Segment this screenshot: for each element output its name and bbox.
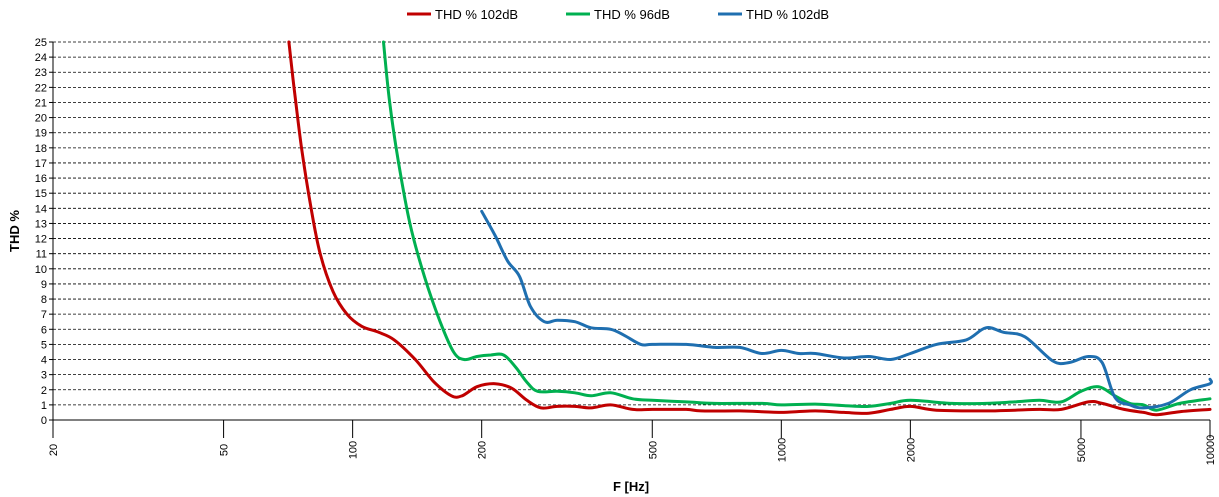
legend: THD % 102dB THD % 96dB THD % 102dB <box>407 7 829 22</box>
y-tick-label: 3 <box>41 370 47 382</box>
x-tick-label: 1000 <box>776 438 788 462</box>
y-tick-label: 0 <box>41 415 47 427</box>
y-tick-label: 2 <box>41 385 47 397</box>
y-tick-label: 20 <box>35 113 47 125</box>
y-tick-label: 7 <box>41 309 47 321</box>
y-tick-label: 18 <box>35 143 47 155</box>
x-tick-label: 10000 <box>1205 435 1217 466</box>
y-tick-label: 4 <box>41 355 47 367</box>
y-tick-label: 14 <box>35 203 47 215</box>
series-line-2 <box>382 40 1212 412</box>
y-tick-label: 8 <box>41 294 47 306</box>
y-tick-label: 19 <box>35 128 47 140</box>
y-tick-label: 10 <box>35 264 47 276</box>
y-tick-label: 22 <box>35 82 47 94</box>
y-tick-label: 6 <box>41 324 47 336</box>
y-tick-label: 16 <box>35 173 47 185</box>
y-tick-label: 13 <box>35 218 47 230</box>
y-tick-label: 21 <box>35 97 47 109</box>
y-tick-label: 9 <box>41 279 47 291</box>
y-axis-ticks: 0123456789101112131415161718192021222324… <box>35 37 53 427</box>
y-tick-label: 25 <box>35 37 47 49</box>
x-tick-label: 5000 <box>1076 438 1088 462</box>
y-tick-label: 23 <box>35 67 47 79</box>
y-tick-label: 11 <box>36 249 47 261</box>
x-tick-label: 500 <box>647 441 659 459</box>
series-lines <box>287 40 1213 417</box>
x-tick-label: 2000 <box>905 438 917 462</box>
legend-label: THD % 102dB <box>746 7 829 22</box>
y-tick-label: 17 <box>35 158 47 170</box>
series-line-3 <box>480 209 1213 410</box>
x-axis-title: F [Hz] <box>613 479 649 494</box>
x-tick-label: 200 <box>477 441 489 459</box>
y-tick-label: 12 <box>35 234 47 246</box>
x-tick-label: 20 <box>48 444 60 456</box>
legend-label: THD % 96dB <box>594 7 670 22</box>
x-axis-ticks: 20 50 100 200 500 1000 2000 5000 10000 <box>48 420 1217 465</box>
y-tick-label: 24 <box>35 52 47 64</box>
gridlines <box>53 41 1210 406</box>
x-tick-label: 100 <box>348 441 360 459</box>
legend-label: THD % 102dB <box>435 7 518 22</box>
y-tick-label: 1 <box>41 400 47 412</box>
x-tick-label: 50 <box>219 444 231 456</box>
y-tick-label: 5 <box>41 339 47 351</box>
y-tick-label: 15 <box>35 188 47 200</box>
series-line-1 <box>287 40 1212 417</box>
y-axis-title: THD % <box>7 210 22 252</box>
